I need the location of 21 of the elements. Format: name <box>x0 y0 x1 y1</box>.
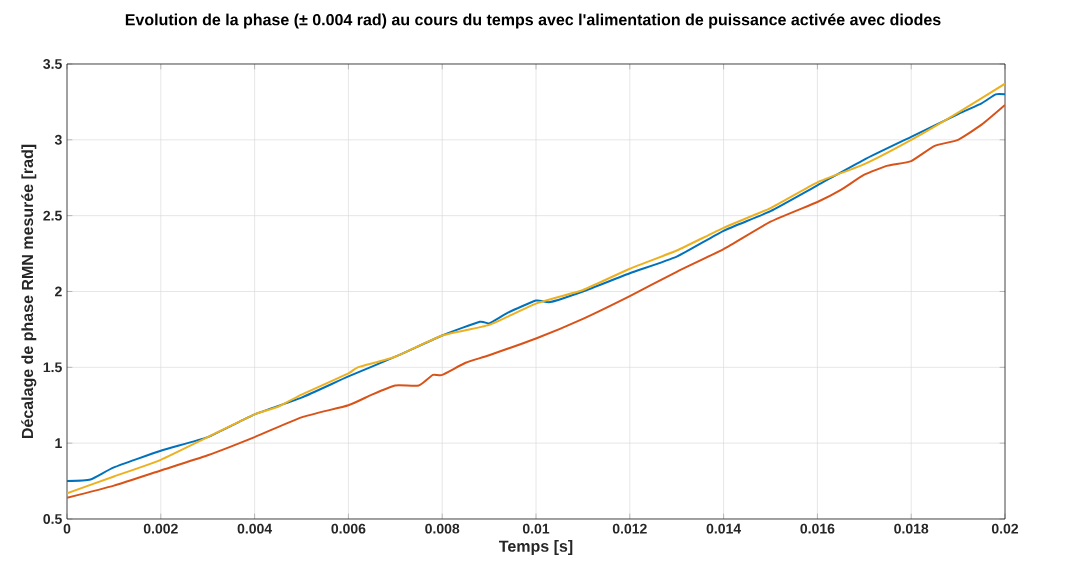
x-tick-label: 0.006 <box>331 523 366 534</box>
x-tick-label: 0.01 <box>522 523 550 534</box>
y-tick-label: 2.5 <box>43 210 62 221</box>
chart-title: Evolution de la phase (± 0.004 rad) au cours du temps avec l'alimentation de puissance activée avec diodes <box>125 13 941 29</box>
y-tick-label: 3.5 <box>43 59 62 69</box>
x-tick-label: 0.016 <box>800 523 835 534</box>
y-tick-label: 1 <box>55 438 62 448</box>
y-axis-title: Décalage de phase RMN mesurée [rad] <box>21 144 37 439</box>
y-tick-label: 0.5 <box>43 514 62 524</box>
y-tick-label: 3 <box>54 134 62 145</box>
x-tick-label: 0.002 <box>143 523 178 534</box>
x-tick-label: 0.02 <box>991 523 1019 534</box>
x-tick-label: 0.014 <box>706 523 742 534</box>
x-tick-label: 0.008 <box>425 523 460 534</box>
y-tick-label: 1.5 <box>43 362 62 373</box>
x-axis-title: Temps [s] <box>499 540 573 556</box>
x-tick-label: 0.018 <box>894 523 929 534</box>
x-tick-label: 0.012 <box>612 523 647 534</box>
y-tick-label: 2 <box>54 286 62 297</box>
x-tick-label: 0 <box>63 523 71 534</box>
x-tick-label: 0.004 <box>237 523 273 534</box>
